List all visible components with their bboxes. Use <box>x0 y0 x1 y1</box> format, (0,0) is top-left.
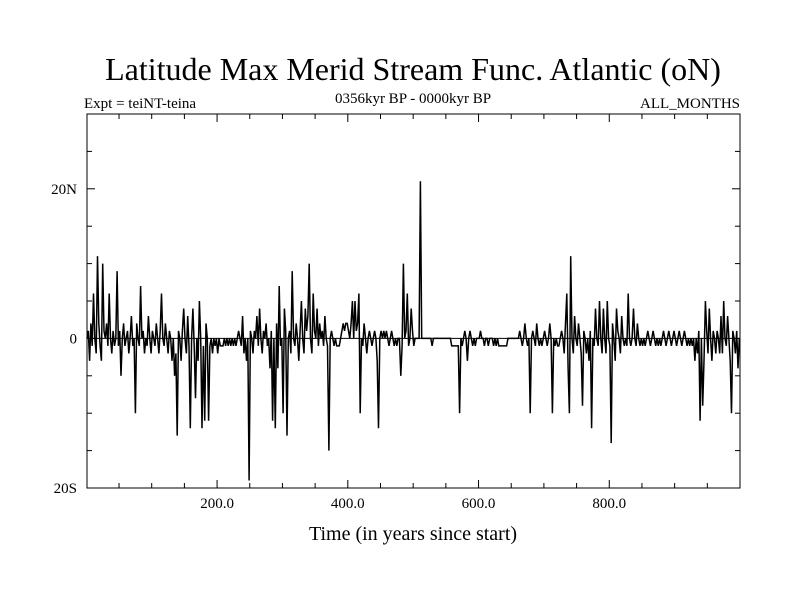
plot-frame <box>86 113 741 489</box>
x-tick-label: 800.0 <box>592 496 626 512</box>
y-axis-tick-labels: 20S 0 20N <box>51 182 77 497</box>
x-tick-label: 200.0 <box>200 496 234 512</box>
x-axis-label: Time (in years since start) <box>309 523 517 545</box>
x-tick-label: 400.0 <box>331 496 365 512</box>
months-label: ALL_MONTHS <box>640 96 740 112</box>
experiment-label: Expt = teiNT-teina <box>84 96 196 112</box>
y-tick-label: 20S <box>54 481 77 497</box>
x-axis-tick-labels: 200.0 400.0 600.0 800.0 <box>200 496 626 512</box>
x-axis-ticks <box>118 114 708 488</box>
y-tick-label: 20N <box>51 182 77 198</box>
series-line <box>86 181 741 481</box>
chart-title: Latitude Max Merid Stream Func. Atlantic… <box>105 51 721 87</box>
y-tick-label: 0 <box>70 331 78 347</box>
y-axis-ticks <box>87 150 740 452</box>
time-range-label: 0356kyr BP - 0000kyr BP <box>335 91 491 107</box>
x-tick-label: 600.0 <box>462 496 496 512</box>
